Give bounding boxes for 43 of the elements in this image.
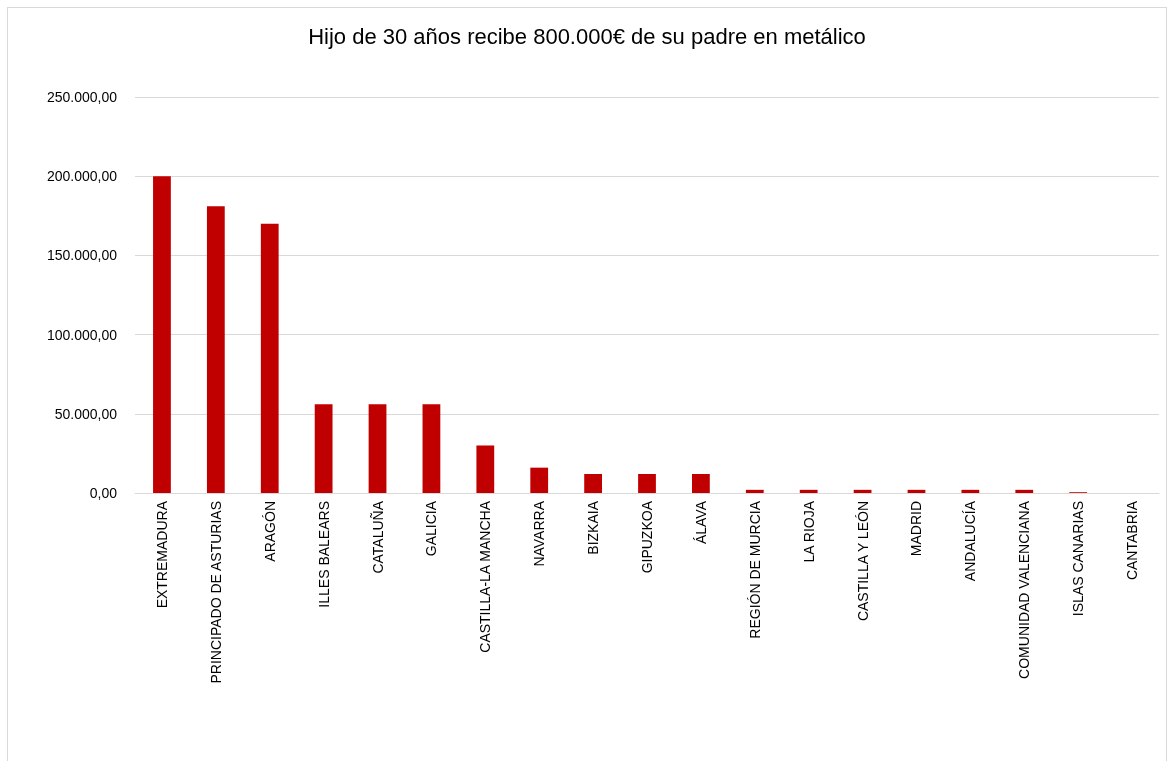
x-tick-label: COMUNIDAD VALENCIANA [1016, 500, 1033, 679]
x-tick-label: GIPUZKOA [639, 500, 655, 574]
x-tick-label: CANTABRIA [1124, 500, 1141, 581]
y-tick-label: 150.000,00 [46, 247, 118, 264]
bar [692, 473, 710, 493]
x-tick-label: REGIÓN DE MURCIA [746, 500, 763, 639]
x-tick-label: GALICIA [423, 500, 440, 557]
bar [260, 223, 279, 493]
x-tick-label: ARAGÓN [261, 501, 278, 562]
bar [206, 206, 225, 493]
bar [799, 489, 818, 493]
x-tick-label: CATALUÑA [369, 500, 386, 574]
y-tick-label: 250.000,00 [46, 89, 118, 105]
chart-title: Hijo de 30 años recibe 800.000€ de su padre en metálico [308, 23, 866, 49]
y-tick-label: 50.000,00 [54, 405, 118, 422]
x-tick-label: CASTILLA-LA MANCHA [477, 500, 494, 653]
bar [530, 467, 549, 493]
x-tick-label: ÁLAVA [692, 500, 709, 545]
x-tick-label: ANDALUCÍA [962, 500, 979, 582]
x-tick-label: BIZKAIA [585, 500, 602, 555]
x-tick-label: NAVARRA [531, 500, 548, 567]
x-tick-label: LA RIOJA [800, 500, 817, 563]
bar [314, 404, 333, 493]
bar [961, 489, 980, 493]
y-tick-label: 200.000,00 [46, 168, 118, 185]
y-tick-label: 100.000,00 [46, 326, 118, 343]
bar [745, 489, 764, 493]
bar [584, 473, 602, 493]
bar [907, 489, 926, 493]
bar [853, 489, 872, 493]
x-tick-label: EXTREMADURA [153, 500, 170, 609]
y-tick-label: 0,00 [89, 485, 118, 501]
bar [476, 445, 495, 493]
x-tick-label: MADRID [908, 501, 925, 557]
x-tick-label: CASTILLA Y LEÓN [854, 501, 871, 622]
x-tick-label: ISLAS CANARIAS [1070, 501, 1087, 617]
bar [1015, 489, 1034, 493]
bar [638, 473, 656, 493]
bar [368, 404, 387, 493]
bar [422, 404, 441, 493]
x-tick-label: ILLES BALEARS [315, 501, 332, 608]
x-tick-label: PRINCIPADO DE ASTURIAS [207, 501, 224, 684]
bar [153, 176, 171, 493]
